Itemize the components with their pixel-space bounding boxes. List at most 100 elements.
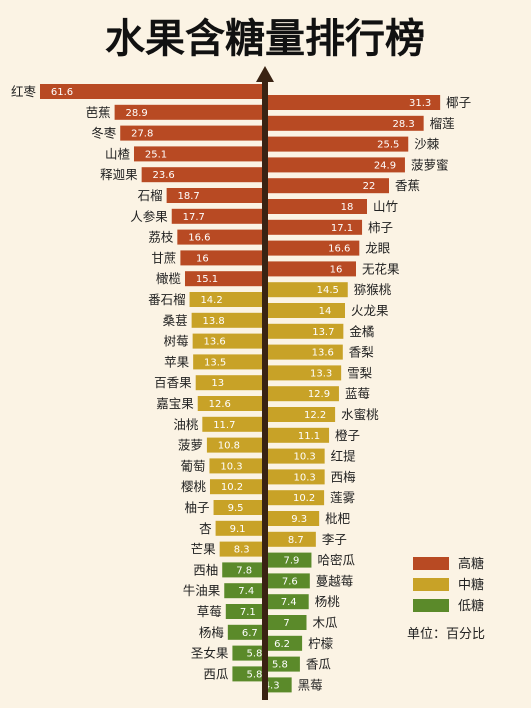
bar-value-left-7: 17.7 xyxy=(183,212,205,223)
bar-label-right-8: 龙眼 xyxy=(365,241,391,256)
bar-left-27 xyxy=(227,624,262,640)
bar-value-left-17: 11.7 xyxy=(213,420,235,431)
bar-value-left-22: 9.1 xyxy=(230,524,246,535)
bar-right-11 xyxy=(268,303,345,318)
legend-swatch-low xyxy=(413,599,449,612)
bar-right-28 xyxy=(268,656,300,672)
bar-label-right-26: 木瓜 xyxy=(313,615,339,630)
bar-value-right-9: 16 xyxy=(330,264,343,275)
bar-label-right-23: 哈密瓜 xyxy=(317,553,355,568)
bar-right-3 xyxy=(268,136,409,152)
bar-label-left-11: 番石榴 xyxy=(148,292,186,307)
bar-value-left-12: 13.8 xyxy=(202,316,224,327)
legend-swatch-high xyxy=(413,557,449,570)
bar-value-left-4: 25.1 xyxy=(145,149,167,160)
bar-label-right-28: 香瓜 xyxy=(306,657,332,672)
bar-right-1 xyxy=(268,95,441,110)
center-axis xyxy=(262,80,268,700)
bar-left-6 xyxy=(166,188,262,203)
bar-left-29 xyxy=(232,666,262,682)
bar-right-29 xyxy=(268,677,292,693)
bar-value-right-11: 14 xyxy=(319,306,332,317)
bar-left-24 xyxy=(222,562,262,578)
bar-right-23 xyxy=(268,552,312,568)
bar-left-25 xyxy=(224,583,262,599)
bar-label-left-25: 牛油果 xyxy=(183,583,221,598)
bar-right-16 xyxy=(268,407,336,422)
bar-label-right-13: 香梨 xyxy=(349,345,375,360)
bar-right-22 xyxy=(268,531,316,547)
bar-label-right-7: 柿子 xyxy=(368,220,393,235)
bar-value-right-19: 10.3 xyxy=(294,472,316,483)
bar-right-24 xyxy=(268,573,310,589)
bar-label-right-11: 火龙果 xyxy=(351,303,389,318)
bar-value-right-24: 7.6 xyxy=(282,576,298,587)
bar-left-13 xyxy=(192,333,262,349)
bar-label-right-15: 蓝莓 xyxy=(345,386,370,401)
bar-value-right-26: 7 xyxy=(283,618,289,629)
bar-left-9 xyxy=(180,250,262,266)
bar-value-left-15: 13 xyxy=(211,378,224,389)
unit-label: 单位：百分比 xyxy=(407,627,485,642)
bar-right-8 xyxy=(268,240,360,256)
bar-left-4 xyxy=(133,146,262,162)
bar-value-left-11: 14.2 xyxy=(200,295,222,306)
bar-left-23 xyxy=(219,541,262,557)
bar-left-28 xyxy=(232,645,262,661)
bar-label-right-21: 枇杷 xyxy=(325,511,350,526)
bar-label-left-24: 西柚 xyxy=(193,562,218,577)
bar-left-10 xyxy=(184,271,262,287)
bar-label-left-12: 桑葚 xyxy=(163,313,188,328)
bar-label-left-21: 柚子 xyxy=(185,500,210,515)
bar-left-17 xyxy=(202,416,262,432)
bar-value-right-7: 17.1 xyxy=(331,223,353,234)
bar-right-17 xyxy=(268,427,330,443)
bar-value-right-6: 18 xyxy=(341,202,354,213)
bar-label-left-7: 人参果 xyxy=(130,209,168,224)
bar-left-7 xyxy=(171,208,262,224)
bar-label-left-19: 葡萄 xyxy=(180,458,205,473)
bar-value-left-9: 16 xyxy=(196,253,209,264)
bar-value-left-5: 23.6 xyxy=(153,170,175,181)
bar-label-left-17: 油桃 xyxy=(173,417,199,432)
bar-right-19 xyxy=(268,469,325,485)
legend-label-low: 低糖 xyxy=(458,598,484,614)
bar-value-right-29: 4.3 xyxy=(264,680,280,691)
bar-label-right-6: 山竹 xyxy=(373,199,398,214)
bars-group: 61.6 红枣 28.9 芭蕉 27.8 冬枣 25.1 山楂 23.6 释迦果 18.7 石榴 17.… xyxy=(11,84,471,693)
bar-value-left-29: 5.8 xyxy=(246,669,262,680)
bar-value-right-14: 13.3 xyxy=(310,368,332,379)
bar-label-left-9: 甘蔗 xyxy=(151,250,176,265)
bar-value-right-3: 25.5 xyxy=(377,140,399,151)
bar-value-left-13: 13.6 xyxy=(204,337,226,348)
bar-left-26 xyxy=(225,604,262,619)
bar-right-13 xyxy=(268,344,343,360)
bar-left-5 xyxy=(141,167,262,183)
bar-label-left-8: 荔枝 xyxy=(148,230,174,245)
bar-label-left-26: 草莓 xyxy=(197,604,222,619)
bar-right-26 xyxy=(268,615,307,630)
legend-label-mid: 中糖 xyxy=(458,577,484,593)
bar-right-20 xyxy=(268,490,325,506)
bar-left-19 xyxy=(209,458,262,474)
bar-value-left-19: 10.3 xyxy=(220,461,242,472)
bar-right-27 xyxy=(268,635,303,651)
bar-label-left-18: 菠萝 xyxy=(178,438,203,453)
bar-right-12 xyxy=(268,323,344,339)
bar-label-left-29: 西瓜 xyxy=(203,666,229,681)
bar-right-14 xyxy=(268,365,342,381)
bar-label-left-13: 树莓 xyxy=(164,334,189,349)
bar-right-2 xyxy=(268,115,424,131)
bar-right-25 xyxy=(268,594,309,610)
bar-value-left-6: 18.7 xyxy=(177,191,199,202)
bar-left-11 xyxy=(189,292,262,307)
bar-value-left-28: 5.8 xyxy=(246,649,262,660)
bar-value-right-25: 7.4 xyxy=(281,597,297,608)
bar-label-right-19: 西梅 xyxy=(331,469,356,484)
bar-right-6 xyxy=(268,199,367,214)
bar-right-7 xyxy=(268,219,363,235)
bar-label-right-22: 李子 xyxy=(322,532,347,547)
bar-label-left-28: 圣女果 xyxy=(191,646,229,661)
legend: 高糖 中糖 低糖 单位：百分比 xyxy=(407,556,485,642)
bar-value-left-27: 6.7 xyxy=(242,628,258,639)
